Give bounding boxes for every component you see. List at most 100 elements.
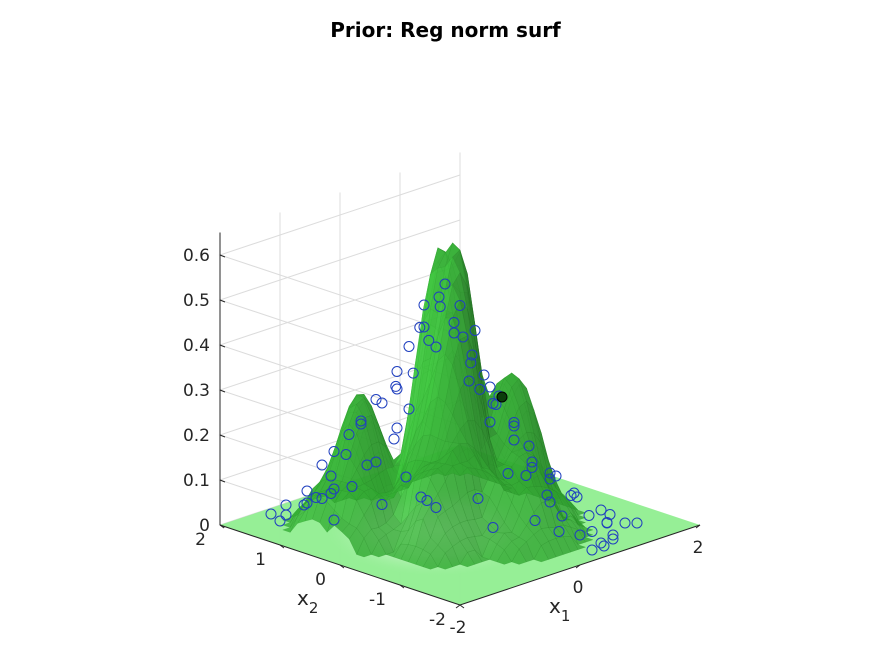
scatter-point	[484, 416, 496, 428]
surface-patch	[459, 467, 476, 477]
scatter-point	[595, 504, 607, 516]
scatter-point	[607, 533, 619, 545]
scatter-point	[403, 403, 415, 415]
scatter-point	[583, 510, 595, 521]
scatter-point	[472, 493, 484, 504]
scatter-point	[388, 433, 400, 445]
scatter-point	[355, 418, 367, 430]
x1-tick	[575, 564, 581, 569]
scatter-point	[301, 485, 313, 497]
scatter-point	[478, 369, 490, 381]
x2-tick	[399, 584, 405, 589]
scatter-point	[430, 341, 442, 353]
scatter-point	[325, 488, 337, 499]
z-tick-label: 0.4	[183, 336, 210, 356]
highlight-point	[496, 391, 508, 403]
x2-tick	[279, 544, 285, 549]
x1-tick-label: 2	[693, 538, 704, 558]
scatter-point	[544, 467, 556, 479]
scatter-point	[565, 490, 577, 501]
x2-axis-label: x2	[297, 586, 318, 617]
scatter-point	[430, 502, 442, 513]
scatter-point	[550, 470, 562, 482]
scatter-point	[439, 278, 451, 290]
scatter-point	[423, 334, 435, 346]
z-tick	[219, 389, 226, 393]
scatter-point	[376, 499, 388, 510]
scatter-point	[631, 517, 643, 529]
x2-tick-label: -2	[429, 610, 446, 630]
surface-patch	[430, 468, 446, 476]
scatter-point	[310, 492, 322, 503]
scatter-point	[490, 399, 502, 410]
scatter-point	[403, 341, 415, 352]
scatter-point	[526, 456, 538, 468]
x1-tick-label: -2	[450, 618, 467, 638]
x2-tick-label: 0	[315, 570, 326, 590]
scatter-point	[607, 529, 619, 541]
z-tick	[219, 479, 226, 483]
z-tick	[219, 254, 226, 258]
scatter-point	[463, 375, 475, 387]
scatter-point	[340, 449, 352, 460]
scatter-point	[508, 420, 520, 432]
scatter-point	[355, 415, 367, 427]
z-tick-label: 0	[199, 516, 210, 536]
scatter-point	[466, 349, 478, 361]
scatter-point	[571, 491, 583, 503]
scatter-point	[390, 380, 402, 392]
scatter-point	[508, 417, 520, 428]
scatter-point	[325, 470, 337, 482]
scatter-point	[346, 481, 358, 492]
z-tick	[219, 524, 226, 528]
surface-patch	[356, 491, 372, 501]
scatter-point	[391, 366, 403, 377]
scatter-point	[316, 459, 328, 471]
scatter-point	[474, 383, 486, 395]
scatter-point	[280, 499, 292, 511]
scatter-point	[556, 510, 568, 522]
scatter-point	[457, 331, 469, 343]
scatter-point	[415, 491, 427, 503]
x2-tick	[459, 604, 465, 609]
scatter-point	[454, 300, 466, 311]
x1-axis-label: x1	[549, 594, 570, 625]
x2-tick-label: 1	[255, 550, 266, 570]
axis-labels: x1 x2	[297, 586, 570, 625]
scatter-point	[265, 508, 277, 520]
scatter-point	[391, 422, 403, 434]
z-tick	[219, 344, 226, 348]
scatter-point	[421, 495, 433, 506]
scatter-point	[487, 522, 499, 533]
scatter-point	[502, 468, 514, 479]
scatter-point	[407, 367, 419, 379]
scatter-point	[484, 381, 496, 393]
scatter-point	[328, 446, 340, 457]
scatter-point	[586, 544, 598, 556]
scatter-point	[508, 434, 520, 446]
z-tick-label: 0.1	[183, 471, 210, 491]
scatter-point	[298, 499, 310, 511]
chart-title: Prior: Reg norm surf	[330, 18, 561, 42]
scatter-point	[568, 487, 580, 499]
scatter-point	[343, 429, 355, 440]
x2-tick	[339, 564, 345, 569]
scatter-point	[541, 489, 553, 501]
scatter-point	[526, 462, 538, 473]
scatter-point	[604, 509, 616, 520]
scatter-point	[370, 456, 382, 468]
scatter-point	[370, 394, 382, 405]
scatter-point	[598, 540, 610, 552]
scatter-point	[544, 473, 556, 485]
surface-patch	[518, 487, 535, 496]
scatter-point	[523, 440, 535, 452]
z-tick	[219, 299, 226, 303]
x2-tick-label: 2	[195, 530, 206, 550]
scatter-point	[544, 496, 556, 508]
scatter-point	[553, 526, 565, 537]
scatter-point	[574, 529, 586, 541]
scatter-point	[274, 515, 286, 527]
scatter-point	[529, 515, 541, 526]
